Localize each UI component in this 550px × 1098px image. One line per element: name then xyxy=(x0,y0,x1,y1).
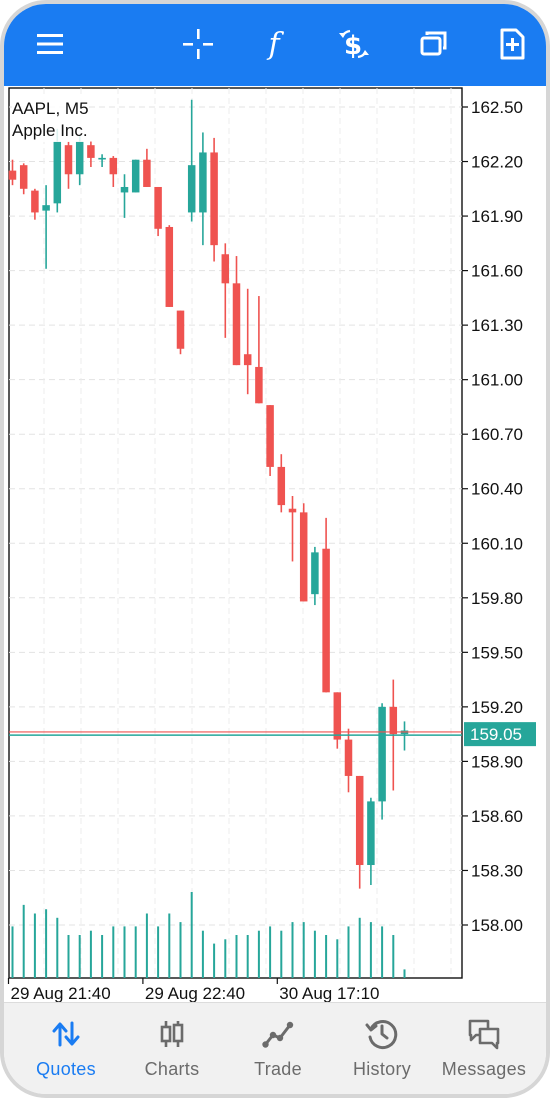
windows-button[interactable] xyxy=(410,20,458,68)
y-tick-label: 160.40 xyxy=(471,480,523,499)
svg-text:f: f xyxy=(266,27,284,62)
y-tick-label: 162.20 xyxy=(471,153,523,172)
crosshair-button[interactable] xyxy=(174,20,222,68)
candle-body[interactable] xyxy=(8,170,17,180)
candle-body[interactable] xyxy=(154,186,162,229)
indicators-icon: f xyxy=(266,27,284,62)
candle-body[interactable] xyxy=(165,226,174,307)
candle-body[interactable] xyxy=(109,157,118,175)
current-price-label: 159.05 xyxy=(470,725,522,744)
candle-body[interactable] xyxy=(232,283,241,366)
nav-history-label: History xyxy=(352,1059,412,1079)
bottom-navigation: Quotes Charts Tr xyxy=(4,1002,546,1094)
y-tick-label: 158.30 xyxy=(471,861,523,880)
candle-body[interactable] xyxy=(311,552,319,595)
price-chart[interactable]: 162.50 162.20 161.90 161.60 161.30 161.00 160.… xyxy=(4,86,546,1002)
nav-charts-label: Charts xyxy=(144,1059,200,1079)
nav-trade-label: Trade xyxy=(254,1059,302,1079)
nav-charts[interactable]: Charts xyxy=(120,1003,224,1094)
candle-body[interactable] xyxy=(19,165,28,189)
nav-messages-label: Messages xyxy=(441,1059,527,1079)
nav-history[interactable]: History xyxy=(330,1003,434,1094)
candle-body[interactable] xyxy=(367,801,375,866)
candle-body[interactable] xyxy=(143,159,151,187)
y-tick-label: 159.50 xyxy=(471,643,523,662)
candle-body[interactable] xyxy=(42,205,50,211)
nav-trade[interactable]: Trade xyxy=(226,1003,330,1094)
y-tick-label: 161.60 xyxy=(471,262,523,281)
candle-body[interactable] xyxy=(266,405,274,467)
add-object-button[interactable] xyxy=(488,20,536,68)
history-clock-icon xyxy=(365,1020,398,1050)
nav-messages[interactable]: Messages xyxy=(432,1003,536,1094)
windows-icon xyxy=(420,31,447,56)
candlestick-chart[interactable]: 162.50 162.20 161.90 161.60 161.30 161.00 160.… xyxy=(4,86,546,1002)
candle-body[interactable] xyxy=(344,739,353,776)
y-tick-label: 161.30 xyxy=(471,316,523,335)
quotes-arrows-icon xyxy=(52,1021,80,1047)
candle-body[interactable] xyxy=(299,512,308,602)
candle-body[interactable] xyxy=(389,706,398,735)
menu-icon xyxy=(37,34,63,54)
nav-quotes[interactable]: Quotes xyxy=(14,1003,118,1094)
candle-body[interactable] xyxy=(322,548,330,693)
y-tick-label: 158.00 xyxy=(471,916,523,935)
candle-body[interactable] xyxy=(210,152,218,246)
candle-body[interactable] xyxy=(255,366,263,404)
y-tick-label: 162.50 xyxy=(471,98,523,117)
candle-body[interactable] xyxy=(75,141,84,175)
y-tick-label: 158.90 xyxy=(471,752,523,771)
add-object-icon xyxy=(500,28,525,60)
candle-body[interactable] xyxy=(243,354,252,366)
plot-frame xyxy=(8,87,463,979)
trade-button[interactable]: $ xyxy=(330,20,378,68)
candle-body[interactable] xyxy=(120,186,129,193)
y-tick-label: 159.20 xyxy=(471,698,523,717)
menu-button[interactable] xyxy=(26,20,74,68)
symbol-description: Apple Inc. xyxy=(12,120,88,142)
candle-body[interactable] xyxy=(87,145,95,158)
current-price-badge xyxy=(464,722,536,747)
candle-body[interactable] xyxy=(64,145,73,175)
trade-line-icon xyxy=(262,1021,294,1048)
candle-body[interactable] xyxy=(187,165,196,213)
svg-text:$: $ xyxy=(344,31,362,61)
y-tick-label: 160.70 xyxy=(471,425,523,444)
candle-body[interactable] xyxy=(98,157,106,160)
candle-body[interactable] xyxy=(199,152,207,213)
y-tick-label: 160.10 xyxy=(471,534,523,553)
candle-body[interactable] xyxy=(176,310,185,349)
y-tick-label: 161.90 xyxy=(471,207,523,226)
candle-body[interactable] xyxy=(333,692,342,740)
candlestick-icon xyxy=(160,1021,184,1047)
candle-body[interactable] xyxy=(131,159,140,193)
x-tick-label: 29 Aug 22:40 xyxy=(145,984,245,1002)
nav-quotes-label: Quotes xyxy=(36,1059,96,1079)
trade-icon: $ xyxy=(339,29,369,61)
chat-bubbles-icon xyxy=(468,1019,500,1050)
top-toolbar: f $ xyxy=(4,4,546,86)
y-tick-label: 159.80 xyxy=(471,589,523,608)
indicators-button[interactable]: f xyxy=(250,20,298,68)
candle-body[interactable] xyxy=(31,190,39,213)
symbol-timeframe: AAPL, M5 xyxy=(12,98,89,120)
candle-body[interactable] xyxy=(288,508,297,513)
candle-body[interactable] xyxy=(277,466,286,506)
candle-body[interactable] xyxy=(378,706,386,802)
y-tick-label: 161.00 xyxy=(471,371,523,390)
x-tick-label: 29 Aug 21:40 xyxy=(11,984,111,1002)
y-tick-label: 158.60 xyxy=(471,807,523,826)
candle-body[interactable] xyxy=(53,141,62,204)
candle-body[interactable] xyxy=(221,254,230,284)
x-tick-label: 30 Aug 17:10 xyxy=(279,984,379,1002)
crosshair-icon xyxy=(183,29,213,59)
candle-body[interactable] xyxy=(355,775,364,866)
